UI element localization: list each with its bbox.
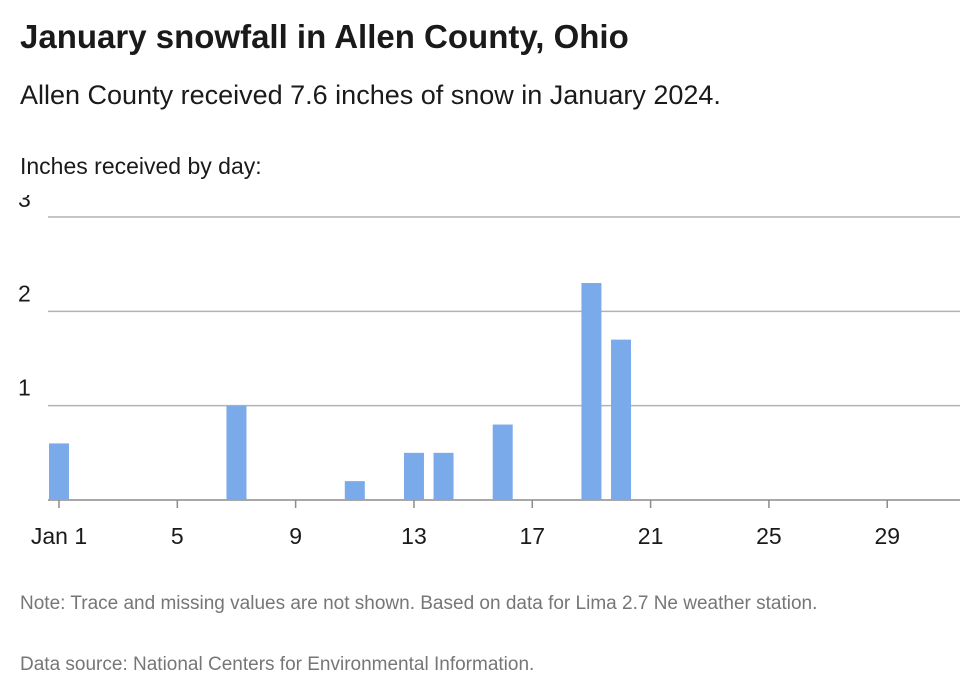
y-tick-label: 2 — [18, 280, 31, 306]
bar — [611, 339, 632, 500]
bar — [344, 481, 365, 500]
x-tick-label: 21 — [638, 523, 664, 549]
footnote: Note: Trace and missing values are not s… — [20, 593, 818, 614]
x-tick-label: 5 — [171, 523, 184, 549]
bar — [49, 443, 69, 500]
x-tick-label: 25 — [756, 523, 782, 549]
bar — [492, 424, 513, 500]
y-tick-label: 1 — [18, 375, 31, 401]
bar — [226, 405, 247, 500]
x-tick-label: 17 — [519, 523, 545, 549]
bar — [433, 452, 454, 500]
data-source: Data source: National Centers for Enviro… — [20, 654, 535, 675]
x-tick-label: 13 — [401, 523, 427, 549]
bar-chart: 1 2 3 Jan 1 5 9 13 17 21 25 29 — [18, 195, 960, 549]
chart-title: January snowfall in Allen County, Ohio — [20, 18, 629, 55]
x-tick-label: 9 — [289, 523, 302, 549]
y-tick-label: 3 — [18, 195, 31, 212]
x-tick-label: Jan 1 — [31, 523, 87, 549]
y-axis-label: Inches received by day: — [20, 153, 262, 179]
x-tick-label: 29 — [874, 523, 900, 549]
bar — [403, 452, 424, 500]
chart-subtitle: Allen County received 7.6 inches of snow… — [20, 80, 721, 110]
bar — [581, 283, 602, 500]
